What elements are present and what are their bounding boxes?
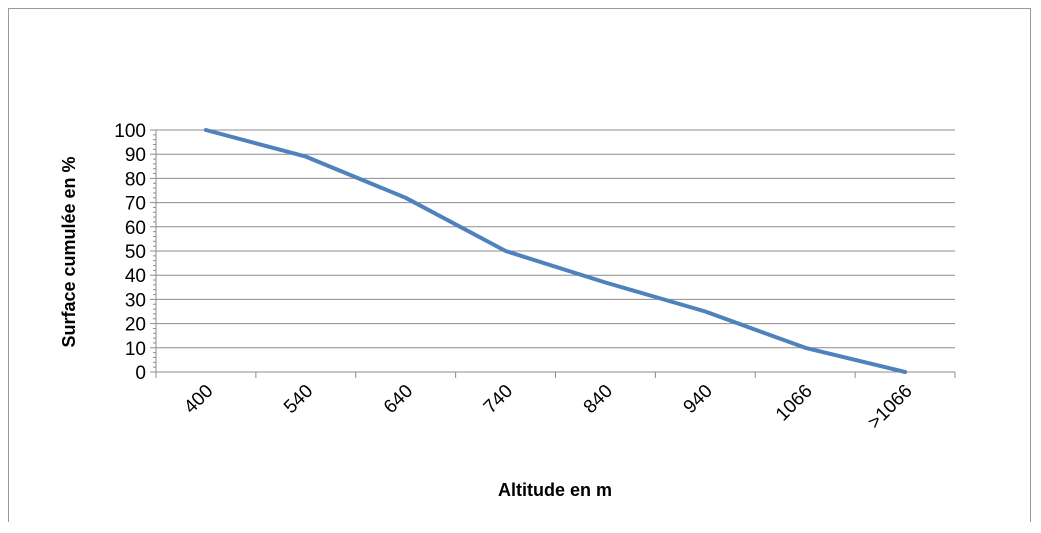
- x-tick-label-640: 640: [380, 381, 417, 418]
- y-tick-label-20: 20: [125, 315, 146, 336]
- chart-frame: [8, 8, 1031, 522]
- y-tick-label-50: 50: [125, 242, 146, 263]
- gridlines: [156, 129, 955, 349]
- y-tick-label-70: 70: [125, 194, 146, 215]
- x-tick-label-840: 840: [580, 381, 617, 418]
- x-tick-label->1066: >1066: [864, 381, 917, 434]
- series-line-0: [203, 128, 908, 374]
- tick-labels: 0 10 20 30 40 50 60 70 80 90 100 400 540 640 740 840 940…: [114, 121, 916, 433]
- x-tick-label-740: 740: [480, 381, 517, 418]
- y-tick-label-90: 90: [125, 145, 146, 166]
- y-axis-title: Surface cumulée en %: [59, 156, 79, 347]
- y-tick-label-30: 30: [125, 290, 146, 311]
- y-tick-label-60: 60: [125, 218, 146, 239]
- y-tick-label-100: 100: [114, 121, 146, 142]
- y-tick-label-0: 0: [135, 363, 146, 384]
- x-tick-label-940: 940: [680, 381, 717, 418]
- x-tick-label-400: 400: [180, 381, 217, 418]
- axes: [150, 129, 956, 378]
- y-tick-label-40: 40: [125, 266, 146, 287]
- series-layer: [203, 128, 908, 374]
- x-tick-label-1066: 1066: [772, 381, 817, 426]
- x-tick-label-540: 540: [280, 381, 317, 418]
- y-tick-label-10: 10: [125, 339, 146, 360]
- x-axis-title: Altitude en m: [498, 480, 612, 500]
- y-tick-label-80: 80: [125, 169, 146, 190]
